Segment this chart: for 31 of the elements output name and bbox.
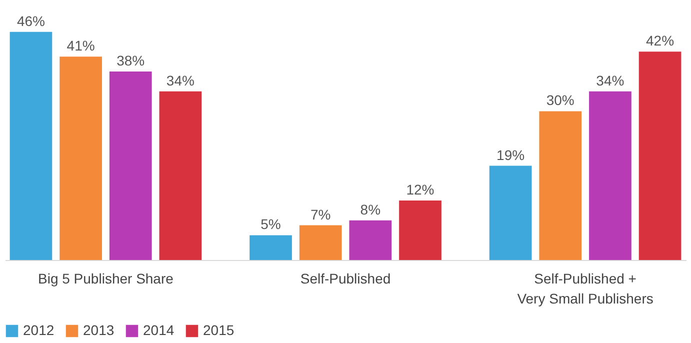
data-label: 34%	[166, 72, 194, 88]
bar	[539, 111, 582, 260]
data-label: 8%	[360, 201, 381, 218]
x-tick-label: Big 5 Publisher Share	[38, 270, 174, 286]
data-label: 12%	[406, 181, 434, 198]
bar	[159, 91, 202, 260]
data-label: 34%	[596, 72, 624, 88]
data-label: 42%	[646, 32, 674, 49]
x-tick-label: Self-Published	[300, 270, 391, 286]
data-label: 46%	[16, 12, 45, 29]
legend-label: 2012	[23, 322, 54, 338]
bar	[589, 91, 632, 260]
legend-label: 2015	[203, 322, 234, 338]
bar	[349, 220, 392, 260]
bar	[109, 72, 152, 260]
x-tick-label: Self-Published + Very Small Publishers	[517, 270, 654, 306]
legend-label: 2013	[83, 322, 114, 338]
data-label: 19%	[496, 146, 525, 163]
data-label: 41%	[66, 38, 95, 54]
data-label: 38%	[116, 52, 145, 69]
bar	[250, 235, 292, 260]
data-label: 7%	[310, 206, 331, 222]
data-label: 5%	[260, 216, 281, 232]
bar	[489, 166, 532, 260]
legend-label: 2014	[143, 322, 174, 338]
bar	[299, 225, 342, 260]
bar	[10, 32, 52, 260]
data-label: 30%	[546, 92, 574, 108]
bar	[638, 52, 682, 260]
bar	[60, 56, 102, 260]
bar	[399, 200, 442, 260]
